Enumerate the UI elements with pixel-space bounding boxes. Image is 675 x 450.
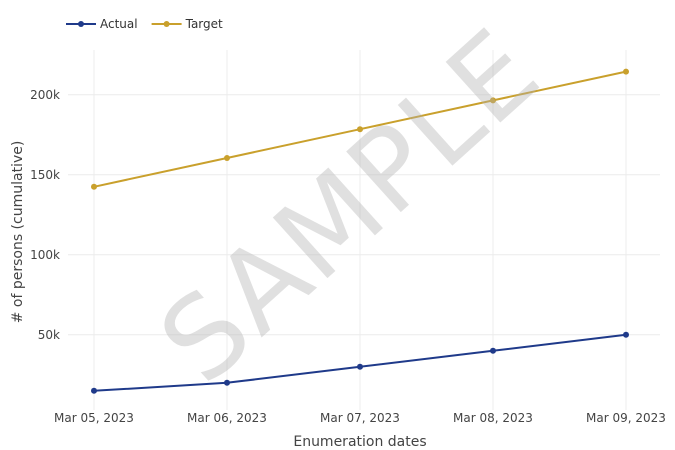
legend-swatch-marker [78,21,84,27]
grid [68,50,660,410]
x-axis-title: Enumeration dates [293,434,426,450]
legend-item-target[interactable]: Target [151,17,223,31]
data-point-target[interactable] [623,68,629,75]
y-axis: 50k 100k 150k 200k [30,88,60,342]
data-point-target[interactable] [224,155,230,161]
legend-item-actual[interactable]: Actual [66,17,138,31]
data-point-target[interactable] [357,126,363,133]
data-point-actual[interactable] [224,379,230,386]
y-tick-label: 150k [30,168,60,182]
legend-label: Actual [100,17,138,31]
legend[interactable]: Actual Target [66,17,223,31]
x-tick-label: Mar 06, 2023 [187,411,267,425]
data-point-actual[interactable] [91,387,97,394]
x-tick-label: Mar 05, 2023 [54,411,134,425]
legend-label: Target [185,17,223,31]
data-point-target[interactable] [490,97,496,104]
data-point-actual[interactable] [490,347,496,354]
data-point-target[interactable] [91,183,97,190]
y-tick-label: 100k [30,248,60,262]
y-axis-title: # of persons (cumulative) [10,141,26,324]
x-tick-label: Mar 07, 2023 [320,411,400,425]
watermark: SAMPLE [136,5,564,409]
series-group [91,68,629,394]
y-tick-label: 50k [38,328,60,342]
legend-swatch-marker [163,21,170,27]
data-point-actual[interactable] [357,363,363,370]
x-tick-label: Mar 08, 2023 [453,411,533,425]
y-tick-label: 200k [30,88,60,102]
data-point-actual[interactable] [623,331,629,338]
x-axis: Mar 05, 2023 Mar 06, 2023 Mar 07, 2023 Mar … [54,411,666,425]
x-tick-label: Mar 09, 2023 [586,411,666,425]
